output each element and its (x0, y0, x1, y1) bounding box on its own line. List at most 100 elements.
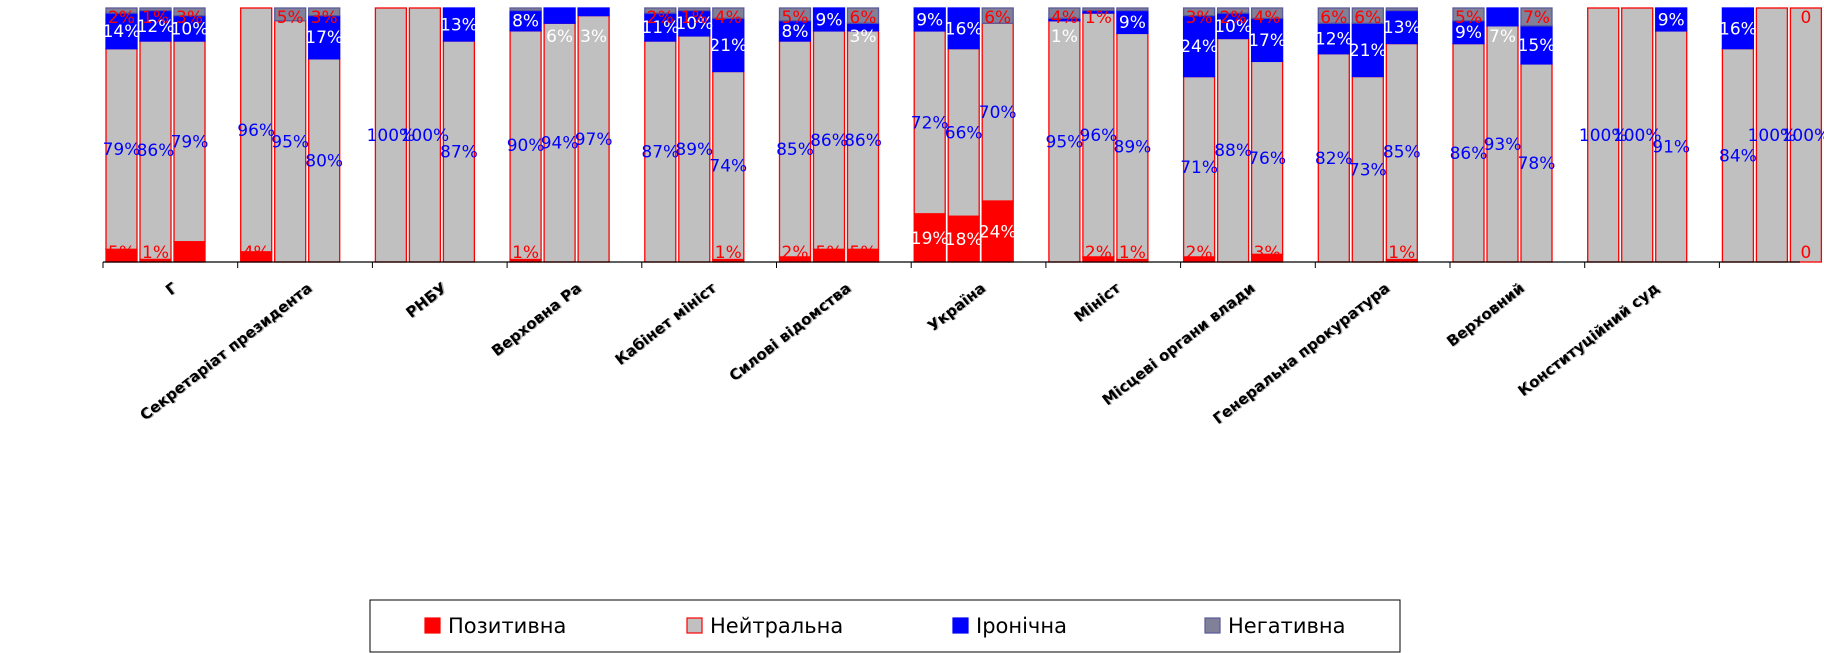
bar-segment-5-2-2 (678, 35, 711, 263)
bar-segment-12-3-3 (1655, 7, 1688, 32)
bar-segment-12-3-2 (1655, 30, 1688, 263)
data-label-10-2-4: 6% (1354, 8, 1381, 28)
data-label-4-2-2: 94% (541, 134, 579, 154)
bar-segment-2-3-4 (308, 7, 341, 17)
x-axis-ticks (102, 262, 1720, 268)
bar-segment-1-2-2 (139, 40, 172, 261)
data-label-3-1-2: 100% (367, 126, 416, 146)
data-label-13-1-2: 84% (1719, 146, 1757, 166)
bar-segment-3-1-2 (374, 7, 408, 263)
data-label-10-1-2: 82% (1315, 149, 1353, 169)
data-label-5-3-4: 4% (715, 8, 742, 28)
bar-segment-2-1-2 (240, 7, 273, 253)
data-label-9-3-4: 4% (1254, 8, 1281, 28)
data-label-7-1-2: 72% (911, 113, 949, 133)
data-label-11-2-3: 7% (1489, 27, 1516, 47)
data-label-11-3-3: 15% (1518, 36, 1556, 56)
data-label-1-3-2: 79% (171, 132, 209, 152)
category-label-3: РНБУ (403, 279, 451, 322)
data-label-5-2-4: 1% (681, 8, 708, 28)
legend-swatch-3 (952, 617, 969, 634)
bar-segment-9-3-3 (1250, 17, 1284, 63)
data-label-9-3-1: 3% (1254, 243, 1281, 263)
data-label-7-3-2: 70% (979, 103, 1017, 123)
data-label-7-2-1: 18% (945, 230, 983, 250)
data-label-12-1-2: 100% (1579, 126, 1628, 146)
data-label-8-3-1: 1% (1119, 243, 1146, 263)
bar-segment-12-1-2 (1587, 7, 1620, 263)
data-label-10-1-3: 12% (1315, 30, 1353, 50)
category-label-9: Місцеві органи влади (1099, 279, 1259, 409)
bar-segment-7-3-4 (981, 7, 1014, 24)
data-label-9-2-2: 88% (1214, 141, 1252, 161)
bar-segment-2-2-4 (274, 7, 307, 22)
data-label-13-2-2: 100% (1748, 126, 1797, 146)
data-label-5-1-2: 87% (641, 143, 679, 163)
data-label-5-2-3: 10% (675, 14, 713, 34)
legend-swatch-4 (1204, 617, 1221, 634)
bar-segment-7-3-2 (981, 22, 1014, 202)
bar-segment-8-1-4 (1048, 7, 1081, 19)
data-label-1-2-3: 12% (137, 17, 175, 37)
bar-segment-11-2-3 (1486, 7, 1519, 27)
bar-segment-4-2-2 (543, 22, 576, 263)
data-label-5-3-1: 1% (715, 243, 742, 263)
bar-segment-5-3-3 (712, 17, 745, 73)
bar-segment-5-1-4 (644, 7, 677, 14)
bar-segment-10-3-2 (1385, 42, 1418, 261)
data-label-9-3-3: 17% (1248, 31, 1286, 51)
data-label-10-2-3: 21% (1349, 41, 1387, 61)
data-label-2-3-4: 3% (311, 8, 338, 28)
bar-segment-4-1-4 (509, 7, 542, 12)
data-label-12-3-2: 91% (1652, 137, 1690, 157)
bar-segment-9-3-4 (1250, 7, 1284, 19)
data-label-4-1-2: 90% (507, 136, 545, 156)
bar-segment-6-2-3 (812, 7, 846, 32)
legend: Позитивна Нейтральна Іронічна Негативна (369, 599, 1401, 653)
data-label-9-1-1: 2% (1186, 243, 1213, 263)
data-label-1-1-3: 14% (103, 22, 141, 42)
data-label-1-3-1: 8% (176, 243, 203, 263)
bar-segment-5-3-4 (712, 7, 745, 19)
data-label-6-1-1: 2% (782, 243, 809, 263)
legend-swatch-2 (686, 617, 703, 634)
bar-segment-1-3-4 (173, 7, 206, 17)
bar-segment-10-2-2 (1351, 75, 1384, 263)
bar-segment-9-3-2 (1250, 60, 1284, 255)
data-label-1-3-4: 3% (176, 8, 203, 28)
legend-frame (369, 599, 1401, 653)
data-label-7-3-1: 24% (979, 223, 1017, 243)
data-label-11-3-4: 7% (1523, 8, 1550, 28)
data-label-1-2-2: 86% (137, 141, 175, 161)
bar-segment-4-1-2 (509, 30, 542, 261)
data-label-4-1-3: 8% (512, 12, 539, 32)
legend-label-4: Негативна (1228, 614, 1345, 638)
data-label-2-2-4: 5% (277, 8, 304, 28)
data-label-7-2-2: 66% (945, 124, 983, 144)
data-label-8-2-2: 96% (1080, 126, 1118, 146)
data-label-1-1-4: 2% (108, 8, 135, 28)
data-label-12-3-3: 9% (1658, 10, 1685, 30)
category-label-11: Верховний (1443, 279, 1528, 351)
data-label-3-3-3: 13% (440, 16, 478, 36)
bar-segment-4-3-3 (577, 7, 610, 17)
data-label-6-1-3: 8% (782, 22, 809, 42)
bar-segment-11-1-4 (1452, 7, 1485, 22)
bar-segment-7-2-2 (947, 47, 980, 217)
data-label-1-1-2: 79% (103, 140, 141, 160)
data-label-11-1-2: 86% (1450, 144, 1488, 164)
data-label-4-3-2: 97% (575, 130, 613, 150)
data-label-10-2-2: 73% (1349, 160, 1387, 180)
data-label-6-3-2: 86% (844, 131, 882, 151)
legend-swatch-1 (424, 617, 441, 634)
data-label-8-3-3: 9% (1119, 13, 1146, 33)
data-label-9-1-4: 3% (1186, 8, 1213, 28)
data-label-10-3-1: 1% (1388, 243, 1415, 263)
data-label-8-1-3: 1% (1051, 27, 1078, 47)
bar-segment-6-3-4 (846, 7, 880, 24)
data-label-13-3-1: 0 (1800, 243, 1811, 263)
data-label-1-3-3: 10% (171, 19, 209, 39)
segment-labels-layer: 5%79%14%2%1%86%12%1%8%79%10%3%4%96%95%5%… (103, 8, 1824, 263)
data-label-8-3-2: 89% (1114, 137, 1152, 157)
data-label-7-1-1: 19% (911, 229, 949, 249)
